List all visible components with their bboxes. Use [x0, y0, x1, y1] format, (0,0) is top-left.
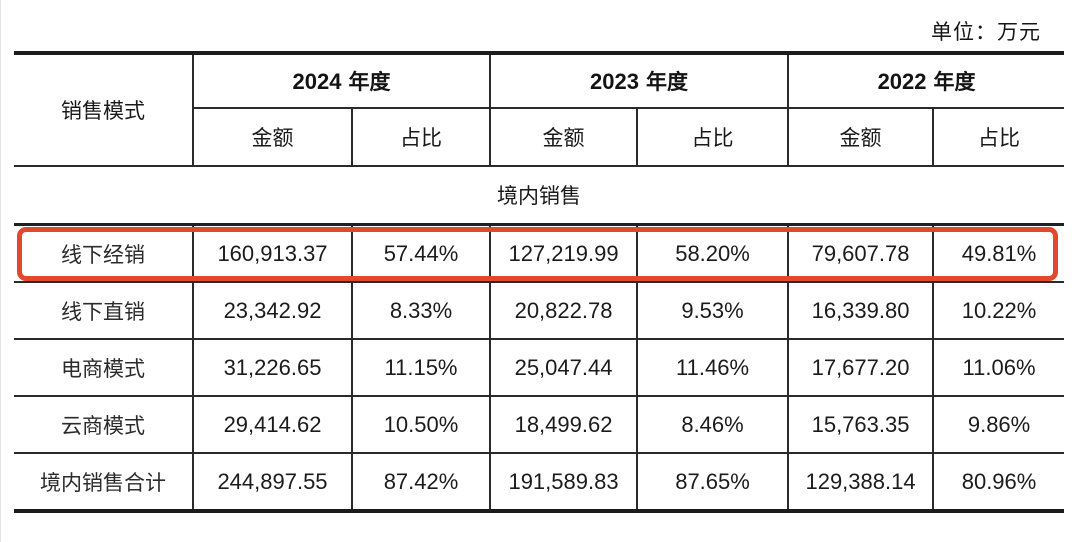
year-header-2024: 2024 年度 [194, 55, 492, 109]
amount-cell: 23,342.92 [194, 283, 353, 340]
year-suffix: 年度 [348, 70, 391, 94]
year-header-2023: 2023 年度 [491, 55, 790, 109]
table-row-offline-direct: 线下直销 23,342.92 8.33% 20,822.78 9.53% 16,… [14, 283, 1065, 340]
amount-cell: 160,913.37 [194, 226, 353, 283]
year-suffix: 年度 [646, 70, 688, 94]
ratio-col-header: 占比 [638, 109, 790, 167]
amount-col-header: 金额 [789, 109, 935, 167]
amount-cell: 15,763.35 [789, 397, 935, 454]
ratio-cell: 49.81% [934, 226, 1065, 283]
col-header-sales-model: 销售模式 [14, 55, 194, 167]
year-number: 2024 [292, 69, 342, 94]
row-label: 线下直销 [14, 283, 194, 340]
table-row-offline-distribution: 线下经销 160,913.37 57.44% 127,219.99 58.20%… [14, 226, 1065, 283]
amount-cell: 79,607.78 [789, 226, 935, 283]
ratio-cell: 58.20% [638, 226, 790, 283]
amount-cell: 127,219.99 [491, 226, 639, 283]
amount-cell: 17,677.20 [789, 340, 935, 397]
table-row-ecommerce: 电商模式 31,226.65 11.15% 25,047.44 11.46% 1… [14, 340, 1065, 397]
amount-cell: 16,339.80 [789, 283, 935, 340]
ratio-cell: 87.42% [353, 454, 492, 509]
ratio-cell: 57.44% [353, 226, 492, 283]
ratio-cell: 11.15% [353, 340, 492, 397]
year-suffix: 年度 [933, 70, 976, 94]
row-label: 电商模式 [14, 340, 194, 397]
unit-label: 单位：万元 [931, 20, 1041, 44]
ratio-col-header: 占比 [353, 109, 492, 167]
subheader-row: 金额 占比 金额 占比 金额 占比 [14, 109, 1065, 167]
section-header-row: 境内销售 [14, 167, 1065, 226]
row-label: 线下经销 [14, 226, 194, 283]
amount-cell: 244,897.55 [194, 454, 353, 509]
ratio-cell: 11.46% [638, 340, 790, 397]
ratio-cell: 80.96% [961, 468, 1037, 494]
row-label: 境内销售合计 [14, 454, 194, 509]
row-label: 云商模式 [14, 397, 194, 454]
year-number: 2022 [877, 69, 927, 94]
amount-col-header: 金额 [491, 109, 639, 167]
amount-cell: 191,589.83 [491, 454, 639, 509]
table-row-cloud-commerce: 云商模式 29,414.62 10.50% 18,499.62 8.46% 15… [14, 397, 1065, 454]
ratio-cell: 10.50% [353, 397, 492, 454]
amount-cell: 20,822.78 [491, 283, 639, 340]
year-number: 2023 [590, 69, 639, 94]
year-header-2022: 2022 年度 [789, 55, 1065, 109]
amount-cell: 31,226.65 [194, 340, 353, 397]
sales-by-channel-table: 销售模式 2024 年度 2023 年度 2022 年度 金额 占比 金额 占比 金额… [14, 51, 1065, 513]
ratio-cell: 9.53% [638, 283, 790, 340]
ratio-cell: 8.33% [353, 283, 492, 340]
amount-cell: 25,047.44 [491, 340, 639, 397]
ratio-cell: 87.65% [638, 454, 790, 509]
year-header-row: 销售模式 2024 年度 2023 年度 2022 年度 [14, 55, 1065, 167]
amount-cell: 18,499.62 [491, 397, 639, 454]
section-header-domestic-sales: 境内销售 [14, 167, 1065, 226]
ratio-cell: 10.22% [934, 283, 1065, 340]
ratio-cell: 9.86% [934, 397, 1065, 454]
amount-cell: 129,388.14 [789, 454, 935, 509]
table-row-domestic-total: 境内销售合计 244,897.55 87.42% 191,589.83 87.6… [14, 454, 1064, 509]
amount-col-header: 金额 [194, 109, 353, 167]
ratio-col-header: 占比 [934, 109, 1065, 167]
ratio-cell: 11.06% [934, 340, 1065, 397]
amount-cell: 29,414.62 [194, 397, 353, 454]
ratio-cell: 8.46% [638, 397, 790, 454]
